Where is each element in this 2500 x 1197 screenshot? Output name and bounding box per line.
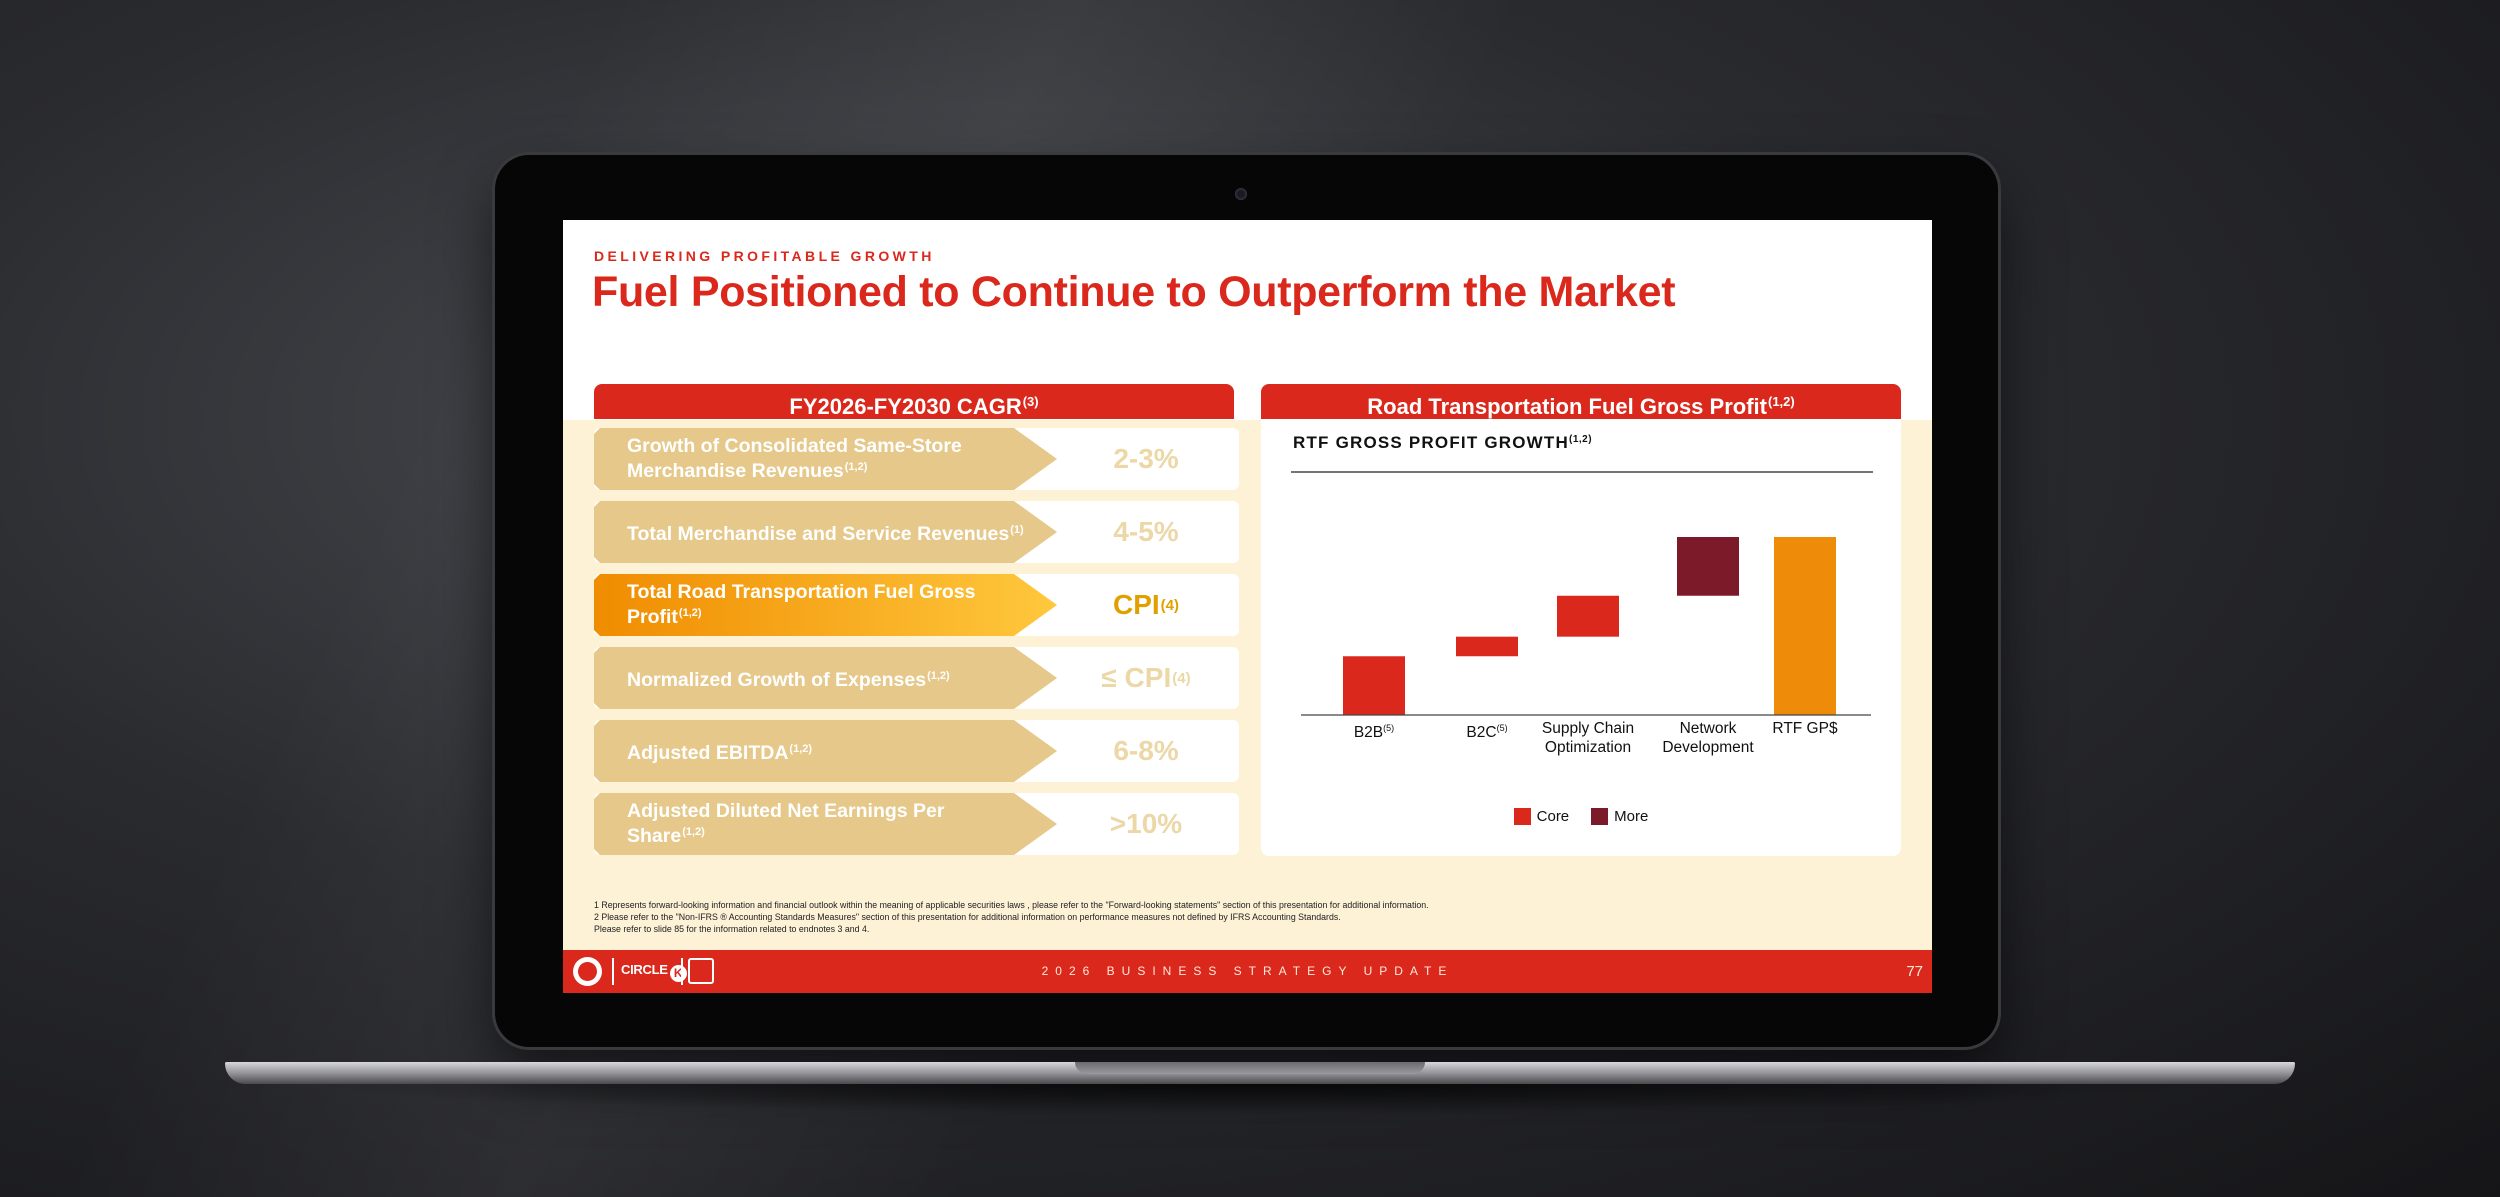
rtf-panel-title: Road Transportation Fuel Gross Profit: [1367, 394, 1767, 419]
x-tick-label: RTF GP$: [1772, 720, 1838, 737]
metric-arrow-fill: [594, 720, 1057, 782]
metric-arrow-shape: [594, 501, 1057, 563]
legend-swatch: [1513, 808, 1531, 825]
legend-item: Core: [1513, 808, 1570, 825]
logo-divider: [612, 958, 614, 985]
metric-arrow-fill: [594, 793, 1057, 855]
bar-network-development: [1677, 537, 1739, 596]
bar-rtf-gp-: [1774, 537, 1836, 715]
metric-label: Adjusted Diluted Net Earnings Per Share(…: [627, 800, 945, 847]
metric-arrow-shape: [594, 793, 1057, 855]
logo-divider: [681, 958, 683, 985]
footnote-line: 1 Represents forward-looking information…: [594, 900, 1429, 910]
metric-arrow-shape: [594, 720, 1057, 782]
metric-arrow-fill: [594, 428, 1057, 490]
couche-tard-logo-icon: [573, 957, 602, 986]
x-tick-label: B2B(5): [1353, 723, 1395, 741]
metric-row: Adjusted Diluted Net Earnings Per Share(…: [594, 793, 1239, 855]
metric-value: CPI (4): [1112, 589, 1180, 620]
x-tick-label: B2C(5): [1466, 723, 1508, 741]
footer-text: 2026 BUSINESS STRATEGY UPDATE: [1041, 964, 1454, 978]
laptop-shadow: [300, 1084, 2220, 1114]
laptop-notch: [1075, 1062, 1425, 1074]
metric-row: Total Merchandise and Service Revenues(1…: [594, 501, 1239, 563]
metric-label: Total Merchandise and Service Revenues(1…: [627, 522, 1024, 545]
metric-value: 6-8%: [1113, 735, 1179, 766]
chart-legend: Core More: [1261, 808, 1901, 825]
webcam: [1235, 188, 1247, 200]
metric-label: Normalized Growth of Expenses(1,2): [627, 668, 950, 691]
metric-arrow-shape: [594, 574, 1057, 636]
metric-value: 2-3%: [1113, 443, 1179, 474]
legend-label: Core: [1536, 808, 1570, 825]
slide-title: Fuel Positioned to Continue to Outperfor…: [592, 268, 1676, 316]
metric-label: Total Road Transportation Fuel Gross Pro…: [627, 581, 976, 628]
metric-arrow-fill: [594, 574, 1057, 636]
chart-title-note: (1,2): [1568, 434, 1593, 445]
cagr-panel-note: (3): [1022, 394, 1039, 409]
metric-arrow-shape: [594, 647, 1057, 709]
slide-screen: DELIVERING PROFITABLE GROWTH Fuel Positi…: [563, 220, 1932, 993]
x-tick-label: Supply Chain Optimization: [1541, 720, 1635, 756]
bar-supply-chain-optimization: [1557, 595, 1619, 637]
cagr-panel-title: FY2026-FY2030 CAGR: [789, 394, 1022, 419]
metric-value: 4-5%: [1113, 516, 1179, 547]
x-tick-label: Network Development: [1662, 720, 1754, 756]
rtf-panel-note: (1,2): [1767, 394, 1795, 409]
metric-arrow-fill: [594, 647, 1057, 709]
footnote-line: Please refer to slide 85 for the informa…: [594, 924, 870, 934]
page-number: 77: [1906, 963, 1923, 980]
footnote-line: 2 Please refer to the "Non-IFRS ® Accoun…: [594, 912, 1341, 922]
metric-label: Adjusted EBITDA(1,2): [627, 741, 813, 764]
cagr-panel-header: FY2026-FY2030 CAGR(3): [594, 384, 1234, 419]
metric-arrow-fill: [594, 501, 1057, 563]
chart-title-text: RTF GROSS PROFIT GROWTH: [1293, 433, 1569, 452]
bar-b2b: [1343, 656, 1405, 715]
metric-row: Total Road Transportation Fuel Gross Pro…: [594, 574, 1239, 636]
chart-title: RTF GROSS PROFIT GROWTH(1,2): [1293, 433, 1592, 453]
metric-value: >10%: [1109, 808, 1183, 839]
bar-b2c: [1456, 636, 1518, 657]
chart-panel: RTF GROSS PROFIT GROWTH(1,2) B2B(5) B2C(5…: [1261, 419, 1901, 856]
rtf-panel-header: Road Transportation Fuel Gross Profit(1,…: [1261, 384, 1901, 419]
slide-footer: CIRCLE K 2026 BUSINESS STRATEGY UPDATE 77: [563, 950, 1932, 993]
metric-row: Normalized Growth of Expenses(1,2) ≤ CPI(…: [594, 647, 1239, 709]
footnotes: 1 Represents forward-looking information…: [594, 899, 1429, 935]
legend-item: More: [1591, 808, 1648, 825]
waterfall-chart: [1291, 471, 1873, 716]
metric-label: Growth of Consolidated Same-Store Mercha…: [627, 435, 962, 482]
metric-arrow-shape: [594, 428, 1057, 490]
metric-row: Adjusted EBITDA(1,2) 6-8%: [594, 720, 1239, 782]
metric-value: ≤ CPI (4): [1101, 662, 1191, 693]
brand-logo-icon: [688, 958, 714, 984]
legend-label: More: [1614, 808, 1649, 825]
legend-swatch: [1591, 808, 1609, 825]
slide-kicker: DELIVERING PROFITABLE GROWTH: [594, 248, 935, 264]
metric-row: Growth of Consolidated Same-Store Mercha…: [594, 428, 1239, 490]
